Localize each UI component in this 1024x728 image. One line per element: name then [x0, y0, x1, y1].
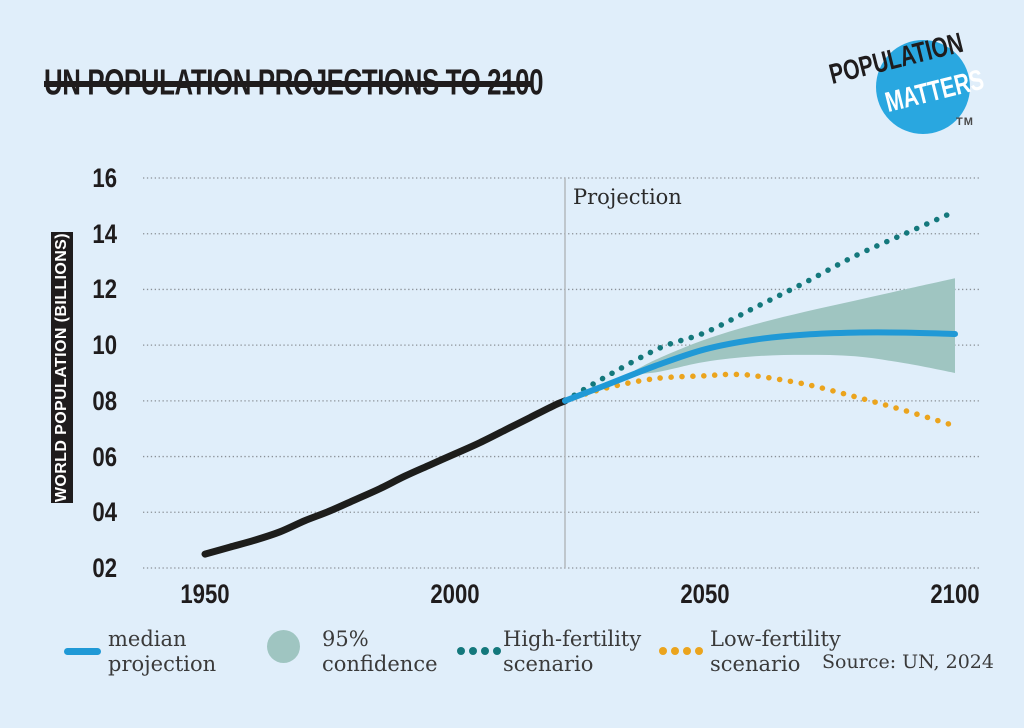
- legend-high-fertility-label: High-fertility scenario: [503, 627, 642, 676]
- y-tick-label: 06: [92, 441, 117, 472]
- high-fertility-swatch: [457, 647, 501, 655]
- low-fertility-swatch: [659, 647, 703, 655]
- confidence-band-swatch: [267, 630, 300, 663]
- legend-low-fertility-label: Low-fertility scenario: [710, 627, 841, 676]
- x-tick-label: 2100: [930, 579, 980, 609]
- y-tick-label: 16: [92, 163, 117, 193]
- y-tick-label: 02: [92, 553, 117, 583]
- x-tick-label: 1950: [180, 579, 230, 609]
- legend-confidence-label: 95% confidence: [322, 627, 438, 676]
- y-tick-label: 04: [92, 497, 117, 528]
- y-tick-label: 12: [92, 274, 117, 305]
- legend-median-label: median projection: [108, 627, 217, 676]
- projection-annotation: Projection: [573, 185, 682, 209]
- source-note: Source: UN, 2024: [822, 651, 994, 673]
- population-matters-logo: [876, 40, 970, 134]
- x-tick-label: 2050: [680, 579, 730, 609]
- trademark-symbol: TM: [956, 116, 974, 128]
- y-tick-label: 10: [92, 330, 117, 361]
- title-underline: [44, 81, 531, 87]
- y-axis-title-bar: WORLD POPULATION (BILLIONS): [51, 232, 73, 503]
- median-line-swatch: [64, 648, 101, 655]
- x-tick-label: 2000: [430, 579, 480, 609]
- y-tick-label: 08: [92, 385, 117, 416]
- y-tick-label: 14: [92, 218, 117, 249]
- y-axis-title: WORLD POPULATION (BILLIONS): [53, 232, 70, 503]
